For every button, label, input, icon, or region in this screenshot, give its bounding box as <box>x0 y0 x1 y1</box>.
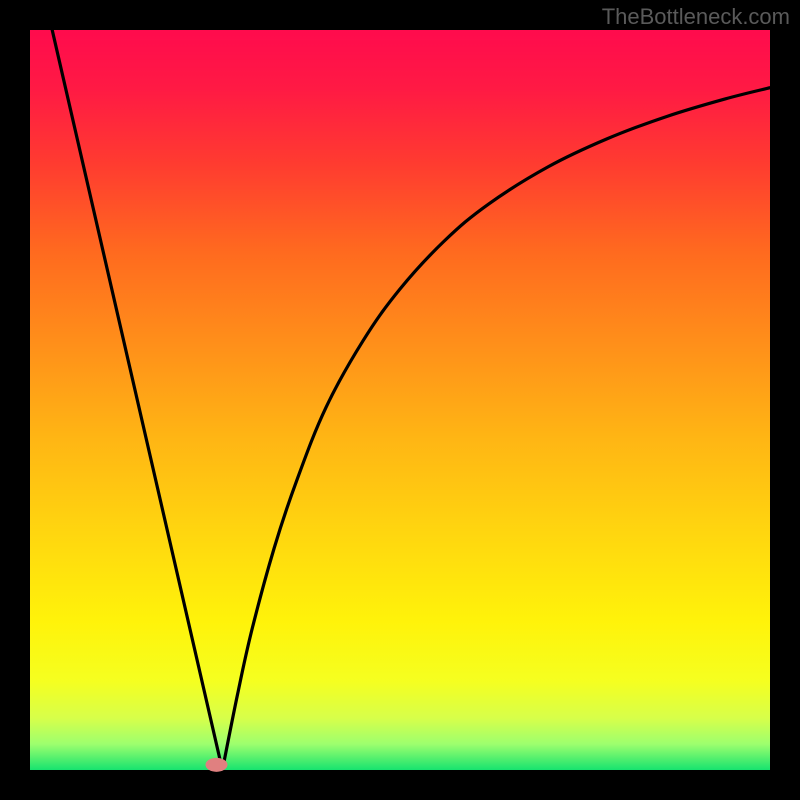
bottleneck-chart <box>0 0 800 800</box>
plot-background <box>30 30 770 770</box>
minimum-marker <box>205 758 227 772</box>
watermark-text: TheBottleneck.com <box>602 4 790 30</box>
chart-frame: { "watermark": { "text": "TheBottleneck.… <box>0 0 800 800</box>
